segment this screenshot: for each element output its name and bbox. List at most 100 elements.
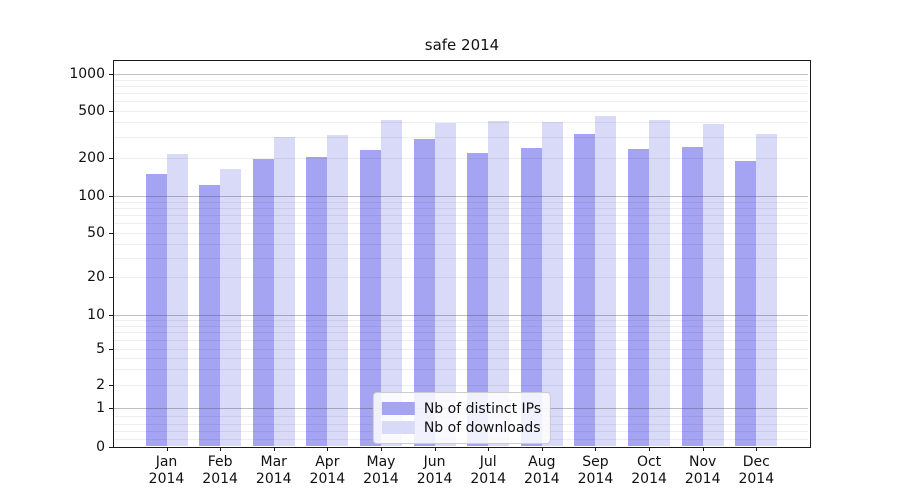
y-tick-mark-1 — [109, 408, 113, 409]
gridline-minor-20 — [114, 277, 808, 278]
legend-label-ips: Nb of distinct IPs — [423, 400, 542, 417]
gridline-minor-300 — [114, 137, 808, 139]
y-tick-mark-1000 — [109, 74, 113, 75]
legend-swatch-ips — [381, 402, 415, 415]
y-tick-label-10: 10 — [87, 307, 105, 323]
y-tick-mark-2 — [109, 385, 113, 386]
bar-ips-may — [359, 149, 381, 446]
gridline-minor-4 — [114, 357, 808, 359]
gridline-minor-800 — [114, 85, 808, 87]
bar-downloads-jan — [166, 154, 188, 446]
y-tick-label-2: 2 — [96, 377, 105, 393]
bar-ips-mar — [252, 158, 274, 446]
gridline-minor-3 — [114, 369, 808, 371]
gridline-minor-600 — [114, 101, 808, 103]
x-tick-mark-aug — [541, 447, 543, 451]
chart-legend: Nb of distinct IPs Nb of downloads — [372, 392, 552, 444]
x-tick-label-dec: Dec 2014 — [738, 454, 775, 487]
bar-downloads-feb — [220, 168, 242, 446]
y-tick-mark-50 — [109, 233, 113, 234]
bar-ips-aug — [520, 148, 542, 446]
gridline-minor-500 — [114, 111, 808, 112]
x-tick-mark-dec — [756, 447, 758, 451]
bar-ips-oct — [628, 149, 650, 446]
bar-downloads-jul — [488, 121, 510, 446]
bar-ips-feb — [199, 185, 221, 446]
gridline-minor-40 — [114, 243, 808, 245]
bar-downloads-sep — [595, 116, 617, 446]
x-tick-mark-jan — [166, 447, 168, 451]
gridline-major-10 — [114, 315, 808, 316]
gridline-minor-60 — [114, 223, 808, 225]
x-tick-label-oct: Oct 2014 — [631, 454, 667, 487]
gridline-minor-700 — [114, 93, 808, 95]
bar-ips-dec — [735, 161, 757, 446]
gridline-minor-2 — [114, 385, 808, 386]
gridline-minor-5 — [114, 349, 808, 350]
gridline-minor-8 — [114, 325, 808, 327]
gridline-minor-400 — [114, 122, 808, 124]
x-tick-label-may: May 2014 — [363, 454, 399, 487]
y-tick-label-1: 1 — [96, 400, 105, 416]
bar-downloads-jun — [434, 122, 456, 446]
y-tick-mark-5 — [109, 349, 113, 350]
x-tick-label-mar: Mar 2014 — [255, 454, 292, 487]
gridline-minor-7 — [114, 332, 808, 334]
bar-downloads-apr — [327, 135, 349, 446]
bar-downloads-oct — [649, 119, 671, 446]
y-tick-mark-0 — [109, 447, 113, 448]
y-tick-label-5: 5 — [96, 341, 105, 357]
bar-downloads-nov — [702, 124, 724, 446]
x-tick-mark-mar — [273, 447, 275, 451]
legend-swatch-downloads — [381, 421, 415, 434]
y-tick-label-500: 500 — [78, 103, 105, 119]
y-tick-mark-10 — [109, 315, 113, 316]
x-tick-label-jul: Jul 2014 — [470, 454, 507, 487]
x-tick-mark-apr — [327, 447, 329, 451]
x-tick-mark-sep — [595, 447, 597, 451]
y-tick-mark-200 — [109, 158, 113, 159]
x-tick-label-feb: Feb 2014 — [202, 454, 238, 487]
bar-ips-jun — [413, 138, 435, 446]
gridline-minor-900 — [114, 79, 808, 81]
x-tick-label-aug: Aug 2014 — [524, 454, 560, 487]
y-tick-label-20: 20 — [87, 269, 105, 285]
y-tick-label-200: 200 — [78, 150, 105, 166]
x-tick-label-apr: Apr 2014 — [309, 454, 346, 487]
y-tick-label-1000: 1000 — [69, 66, 105, 82]
gridline-major-1000 — [114, 74, 808, 75]
bar-ips-apr — [306, 156, 328, 446]
x-tick-mark-oct — [649, 447, 651, 451]
bar-ips-nov — [681, 146, 703, 446]
gridline-minor-90 — [114, 201, 808, 203]
bar-downloads-mar — [273, 137, 295, 446]
y-tick-mark-20 — [109, 277, 113, 278]
x-tick-label-nov: Nov 2014 — [684, 454, 721, 487]
gridline-minor-50 — [114, 233, 808, 234]
x-tick-mark-jul — [488, 447, 490, 451]
legend-item-ips: Nb of distinct IPs — [381, 400, 542, 417]
y-tick-label-0: 0 — [96, 439, 105, 455]
x-tick-label-jan: Jan 2014 — [148, 454, 185, 487]
legend-item-downloads: Nb of downloads — [381, 419, 541, 436]
chart-title: safe 2014 — [424, 36, 500, 54]
gridline-minor-9 — [114, 320, 808, 322]
y-tick-label-50: 50 — [87, 225, 105, 241]
y-tick-mark-500 — [109, 111, 113, 112]
gridline-minor-30 — [114, 257, 808, 259]
y-tick-label-100: 100 — [78, 188, 105, 204]
y-tick-mark-100 — [109, 196, 113, 197]
bar-ips-sep — [574, 133, 596, 446]
gridline-minor-80 — [114, 207, 808, 209]
bar-ips-jan — [145, 174, 167, 446]
gridline-minor-6 — [114, 340, 808, 342]
x-tick-mark-jun — [434, 447, 436, 451]
bar-ips-jul — [467, 153, 489, 446]
x-tick-mark-feb — [220, 447, 222, 451]
gridline-minor-200 — [114, 158, 808, 159]
gridline-major-100 — [114, 196, 808, 197]
gridline-minor-70 — [114, 215, 808, 217]
legend-label-downloads: Nb of downloads — [423, 419, 541, 436]
x-tick-mark-nov — [702, 447, 704, 451]
